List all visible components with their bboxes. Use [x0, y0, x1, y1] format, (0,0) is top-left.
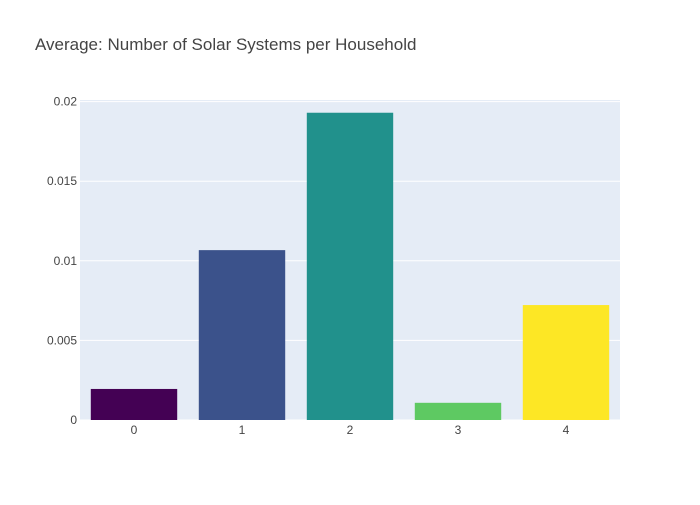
- chart-title: Average: Number of Solar Systems per Hou…: [35, 35, 416, 54]
- x-axis-ticks: 0 1 2 3 4: [131, 423, 570, 437]
- bars: [90, 112, 610, 420]
- x-tick-label: 2: [347, 423, 354, 437]
- y-tick-label: 0: [70, 413, 77, 427]
- y-tick-label: 0.005: [47, 333, 77, 347]
- x-tick-label: 1: [239, 423, 246, 437]
- y-tick-label: 0.01: [54, 254, 78, 268]
- bar-0[interactable]: [90, 388, 178, 420]
- y-axis-ticks: 0 0.005 0.01 0.015 0.02: [47, 95, 77, 427]
- y-tick-label: 0.02: [54, 95, 78, 109]
- bar-3[interactable]: [414, 402, 502, 420]
- x-tick-label: 0: [131, 423, 138, 437]
- bar-4[interactable]: [522, 305, 610, 420]
- x-tick-label: 4: [563, 423, 570, 437]
- bar-2[interactable]: [306, 112, 394, 420]
- bar-1[interactable]: [198, 250, 286, 420]
- x-tick-label: 3: [455, 423, 462, 437]
- y-tick-label: 0.015: [47, 174, 77, 188]
